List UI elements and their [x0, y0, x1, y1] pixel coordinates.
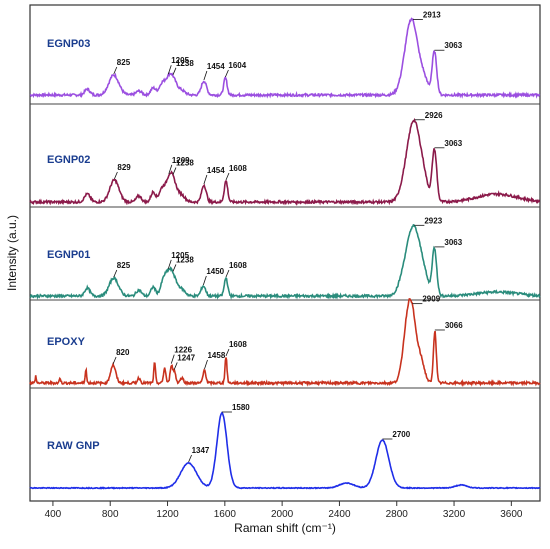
- spectrum-line: [29, 17, 541, 99]
- peak-leader: [225, 348, 230, 357]
- peak-label: 1450: [206, 267, 224, 276]
- peak-label: 1226: [174, 346, 192, 355]
- series-label: EPOXY: [47, 336, 86, 348]
- peak-label: 2913: [423, 10, 441, 19]
- peak-label: 825: [117, 261, 131, 270]
- peak-leader: [112, 356, 117, 365]
- peak-label: 2909: [422, 295, 440, 304]
- series-label: EGNP02: [47, 154, 90, 166]
- peak-label: 820: [116, 348, 130, 357]
- peak-label: 3063: [444, 139, 462, 148]
- peak-label: 825: [117, 58, 131, 67]
- peak-label: 829: [117, 163, 131, 172]
- peak-label: 1205: [171, 56, 189, 65]
- peak-label: 1580: [232, 403, 250, 412]
- peak-label: 1458: [207, 351, 225, 360]
- peak-leader: [203, 70, 208, 81]
- peak-label: 1205: [171, 251, 189, 260]
- x-tick-label: 1200: [156, 509, 179, 520]
- x-tick-label: 3600: [500, 509, 523, 520]
- peak-leader: [167, 259, 172, 270]
- peak-label: 1454: [207, 166, 225, 175]
- x-tick-label: 400: [45, 509, 62, 520]
- plot-frame: [29, 4, 541, 502]
- peak-leader: [188, 454, 192, 463]
- peak-leader: [168, 164, 173, 174]
- series-label: EGNP01: [47, 249, 90, 261]
- peak-label: 3066: [445, 321, 463, 330]
- peak-label: 1238: [176, 255, 194, 264]
- peak-leader: [170, 354, 175, 364]
- peak-leader: [114, 171, 118, 180]
- peak-leader: [113, 66, 118, 75]
- x-tick-label: 1600: [214, 509, 237, 520]
- peak-label: 1347: [192, 446, 210, 455]
- peak-leader: [172, 67, 177, 75]
- peak-label: 1608: [229, 261, 247, 270]
- peak-leader: [173, 362, 178, 370]
- peak-label: 1209: [172, 156, 190, 165]
- peak-label: 1247: [177, 353, 195, 362]
- peak-label: 2923: [424, 216, 442, 225]
- peak-label: 1238: [176, 159, 194, 168]
- spectrum-panel: RAW GNP 1347 1580 2700: [29, 403, 541, 490]
- x-tick-label: 2800: [386, 509, 409, 520]
- peak-leader: [203, 174, 208, 185]
- peak-leader: [113, 269, 118, 278]
- x-tick-label: 2400: [328, 509, 351, 520]
- spectrum-line: [29, 223, 541, 300]
- peak-leader: [167, 65, 172, 75]
- peak-leader: [225, 69, 229, 78]
- series-label: RAW GNP: [47, 440, 100, 452]
- x-tick-label: 3200: [443, 509, 466, 520]
- peak-label: 1604: [228, 61, 246, 70]
- peak-leader: [202, 275, 207, 286]
- x-tick-label: 2000: [271, 509, 294, 520]
- peak-leader: [172, 264, 177, 272]
- spectrum-line: [29, 411, 541, 490]
- peak-label: 1608: [229, 340, 247, 349]
- spectrum-line: [29, 298, 541, 388]
- peak-label: 3063: [444, 41, 462, 50]
- x-axis-label: Raman shift (cm⁻¹): [234, 521, 336, 535]
- peak-label: 2700: [392, 430, 410, 439]
- x-axis: 400 800 1200 1600 2000 2400 2800 3200 3600: [45, 501, 523, 520]
- peak-leader: [204, 359, 208, 370]
- peak-leader: [225, 172, 230, 181]
- y-axis-label: Intensity (a.u.): [5, 215, 19, 291]
- peak-leader: [225, 269, 230, 278]
- peak-label: 1454: [207, 62, 225, 71]
- peak-label: 1238: [176, 59, 194, 68]
- spectrum-line: [29, 117, 541, 207]
- x-tick-label: 800: [102, 509, 119, 520]
- peak-label: 2926: [425, 111, 443, 120]
- peak-leader: [172, 167, 177, 175]
- peak-label: 1608: [229, 164, 247, 173]
- series-label: EGNP03: [47, 38, 90, 50]
- peak-label: 3063: [444, 238, 462, 247]
